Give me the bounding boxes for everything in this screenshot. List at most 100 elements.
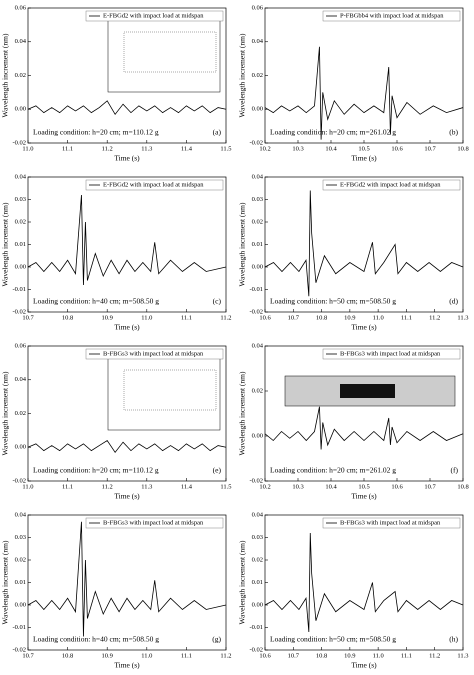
legend-box — [85, 517, 224, 529]
x-tick-label: 11.3 — [141, 483, 152, 490]
y-tick-label: 0.00 — [15, 106, 26, 113]
y-tick-label: 0.00 — [252, 432, 263, 439]
x-tick-label: 11.2 — [102, 483, 113, 490]
x-axis-label: Time (s) — [351, 154, 377, 163]
x-tick-label: 10.6 — [391, 483, 403, 490]
x-tick-label: 10.8 — [62, 652, 73, 659]
x-tick-label: 10.9 — [102, 314, 113, 321]
annotation: Loading condition: h=40 cm; m=508.50 g — [33, 297, 159, 306]
panel: 10.6 10.7 10.8 10.9 11.0 11.1 11.2 11.3 -0.02 -0.… — [238, 511, 469, 669]
x-tick-label: 11.0 — [373, 652, 384, 659]
x-tick-label: 10.7 — [22, 652, 34, 659]
y-axis-label: Wavelength increment (nm) — [1, 540, 10, 624]
x-axis-label: Time (s) — [114, 661, 140, 670]
x-tick-label: 11.0 — [22, 145, 33, 152]
x-tick-label: 11.0 — [22, 483, 33, 490]
x-tick-label: 10.7 — [288, 314, 300, 321]
y-tick-label: 0.00 — [252, 263, 263, 270]
legend-box — [322, 179, 461, 191]
x-tick-label: 11.2 — [220, 652, 231, 659]
legend-box — [322, 348, 461, 360]
y-tick-label: 0.04 — [15, 38, 27, 45]
legend-box — [322, 10, 461, 22]
x-tick-label: 10.8 — [457, 483, 468, 490]
x-tick-label: 10.8 — [62, 314, 73, 321]
annotation: Loading condition: h=50 cm; m=508.50 g — [270, 635, 396, 644]
y-axis-label: Wavelength increment (nm) — [238, 202, 247, 286]
y-tick-label: 0.04 — [252, 38, 264, 45]
y-tick-label: 0.06 — [252, 4, 264, 11]
x-axis-label: Time (s) — [351, 492, 377, 501]
x-tick-label: 10.6 — [259, 652, 271, 659]
signal-line — [27, 194, 227, 286]
panel-label: (a) — [213, 128, 222, 137]
y-tick-label: 0.01 — [252, 579, 263, 586]
y-tick-label: 0.02 — [252, 72, 263, 79]
y-tick-label: -0.02 — [12, 308, 26, 315]
y-tick-label: 0.01 — [252, 241, 263, 248]
x-axis-label: Time (s) — [114, 154, 140, 163]
legend-box — [322, 517, 461, 529]
panel: 10.2 10.3 10.4 10.5 10.6 10.7 10.8 -0.02 0.00 0.0… — [238, 342, 469, 500]
x-tick-label: 10.6 — [391, 145, 403, 152]
y-tick-label: 0.02 — [15, 556, 26, 563]
x-tick-label: 11.3 — [457, 314, 468, 321]
panel-label: (d) — [449, 297, 458, 306]
signal-line — [264, 406, 464, 450]
x-tick-label: 10.7 — [424, 483, 436, 490]
y-tick-label: 0.00 — [252, 106, 263, 113]
x-tick-label: 11.1 — [181, 652, 192, 659]
signal-line — [27, 439, 227, 453]
y-tick-label: 0.04 — [252, 511, 264, 518]
legend-label: B-FBGs3 with impact load at midspan — [103, 350, 204, 357]
legend-label: B-FBGs3 with impact load at midspan — [103, 519, 204, 526]
legend-label: E-FBGd2 with impact load at midspan — [103, 181, 204, 188]
signal-line — [264, 190, 464, 297]
y-tick-label: 0.02 — [15, 410, 26, 417]
y-tick-label: -0.02 — [12, 139, 26, 146]
y-tick-label: 0.02 — [252, 218, 263, 225]
y-tick-label: 0.00 — [15, 601, 26, 608]
y-tick-label: -0.02 — [249, 308, 263, 315]
panel-label: (f) — [451, 466, 459, 475]
x-tick-label: 10.5 — [358, 145, 369, 152]
y-tick-label: 0.06 — [15, 342, 27, 349]
x-tick-label: 10.7 — [288, 652, 300, 659]
x-tick-label: 10.9 — [344, 314, 355, 321]
y-tick-label: 0.06 — [15, 4, 27, 11]
y-tick-label: -0.02 — [249, 646, 263, 653]
y-tick-label: 0.04 — [15, 511, 27, 518]
y-tick-label: 0.00 — [252, 601, 263, 608]
y-axis-label: Wavelength increment (nm) — [1, 371, 10, 455]
y-tick-label: 0.04 — [15, 376, 27, 383]
y-tick-label: 0.02 — [252, 387, 263, 394]
inset-signal — [123, 369, 217, 411]
x-tick-label: 10.3 — [292, 145, 303, 152]
x-tick-label: 11.5 — [220, 483, 231, 490]
legend-label: E-FBGd2 with impact load at midspan — [340, 181, 441, 188]
y-tick-label: -0.01 — [12, 624, 26, 631]
x-tick-label: 11.2 — [102, 145, 113, 152]
x-tick-label: 11.0 — [373, 314, 384, 321]
x-tick-label: 10.4 — [325, 483, 337, 490]
y-tick-label: -0.02 — [249, 139, 263, 146]
x-tick-label: 11.1 — [62, 483, 73, 490]
legend-label: B-FBGs3 with impact load at midspan — [340, 519, 441, 526]
y-tick-label: 0.01 — [15, 241, 26, 248]
y-axis-label: Wavelength increment (nm) — [238, 540, 247, 624]
x-axis-label: Time (s) — [351, 661, 377, 670]
x-tick-label: 11.3 — [141, 145, 152, 152]
panel: 10.7 10.8 10.9 11.0 11.1 11.2 -0.02 -0.01 0.00 0.… — [1, 511, 232, 669]
x-tick-label: 11.3 — [457, 652, 468, 659]
x-tick-label: 11.4 — [181, 483, 193, 490]
panel: 10.2 10.3 10.4 10.5 10.6 10.7 10.8 -0.02 0.00 0.0… — [238, 4, 469, 162]
x-tick-label: 11.0 — [141, 652, 152, 659]
x-tick-label: 11.2 — [220, 314, 231, 321]
y-axis-label: Wavelength increment (nm) — [1, 33, 10, 117]
y-tick-label: -0.02 — [12, 477, 26, 484]
y-tick-label: 0.00 — [15, 263, 26, 270]
panel: 11.0 11.1 11.2 11.3 11.4 11.5 -0.02 0.00 0.02 0.0… — [1, 342, 232, 500]
y-tick-label: 0.00 — [15, 444, 26, 451]
annotation: Loading condition: h=20 cm; m=110.12 g — [33, 128, 159, 137]
y-axis-label: Wavelength increment (nm) — [238, 371, 247, 455]
